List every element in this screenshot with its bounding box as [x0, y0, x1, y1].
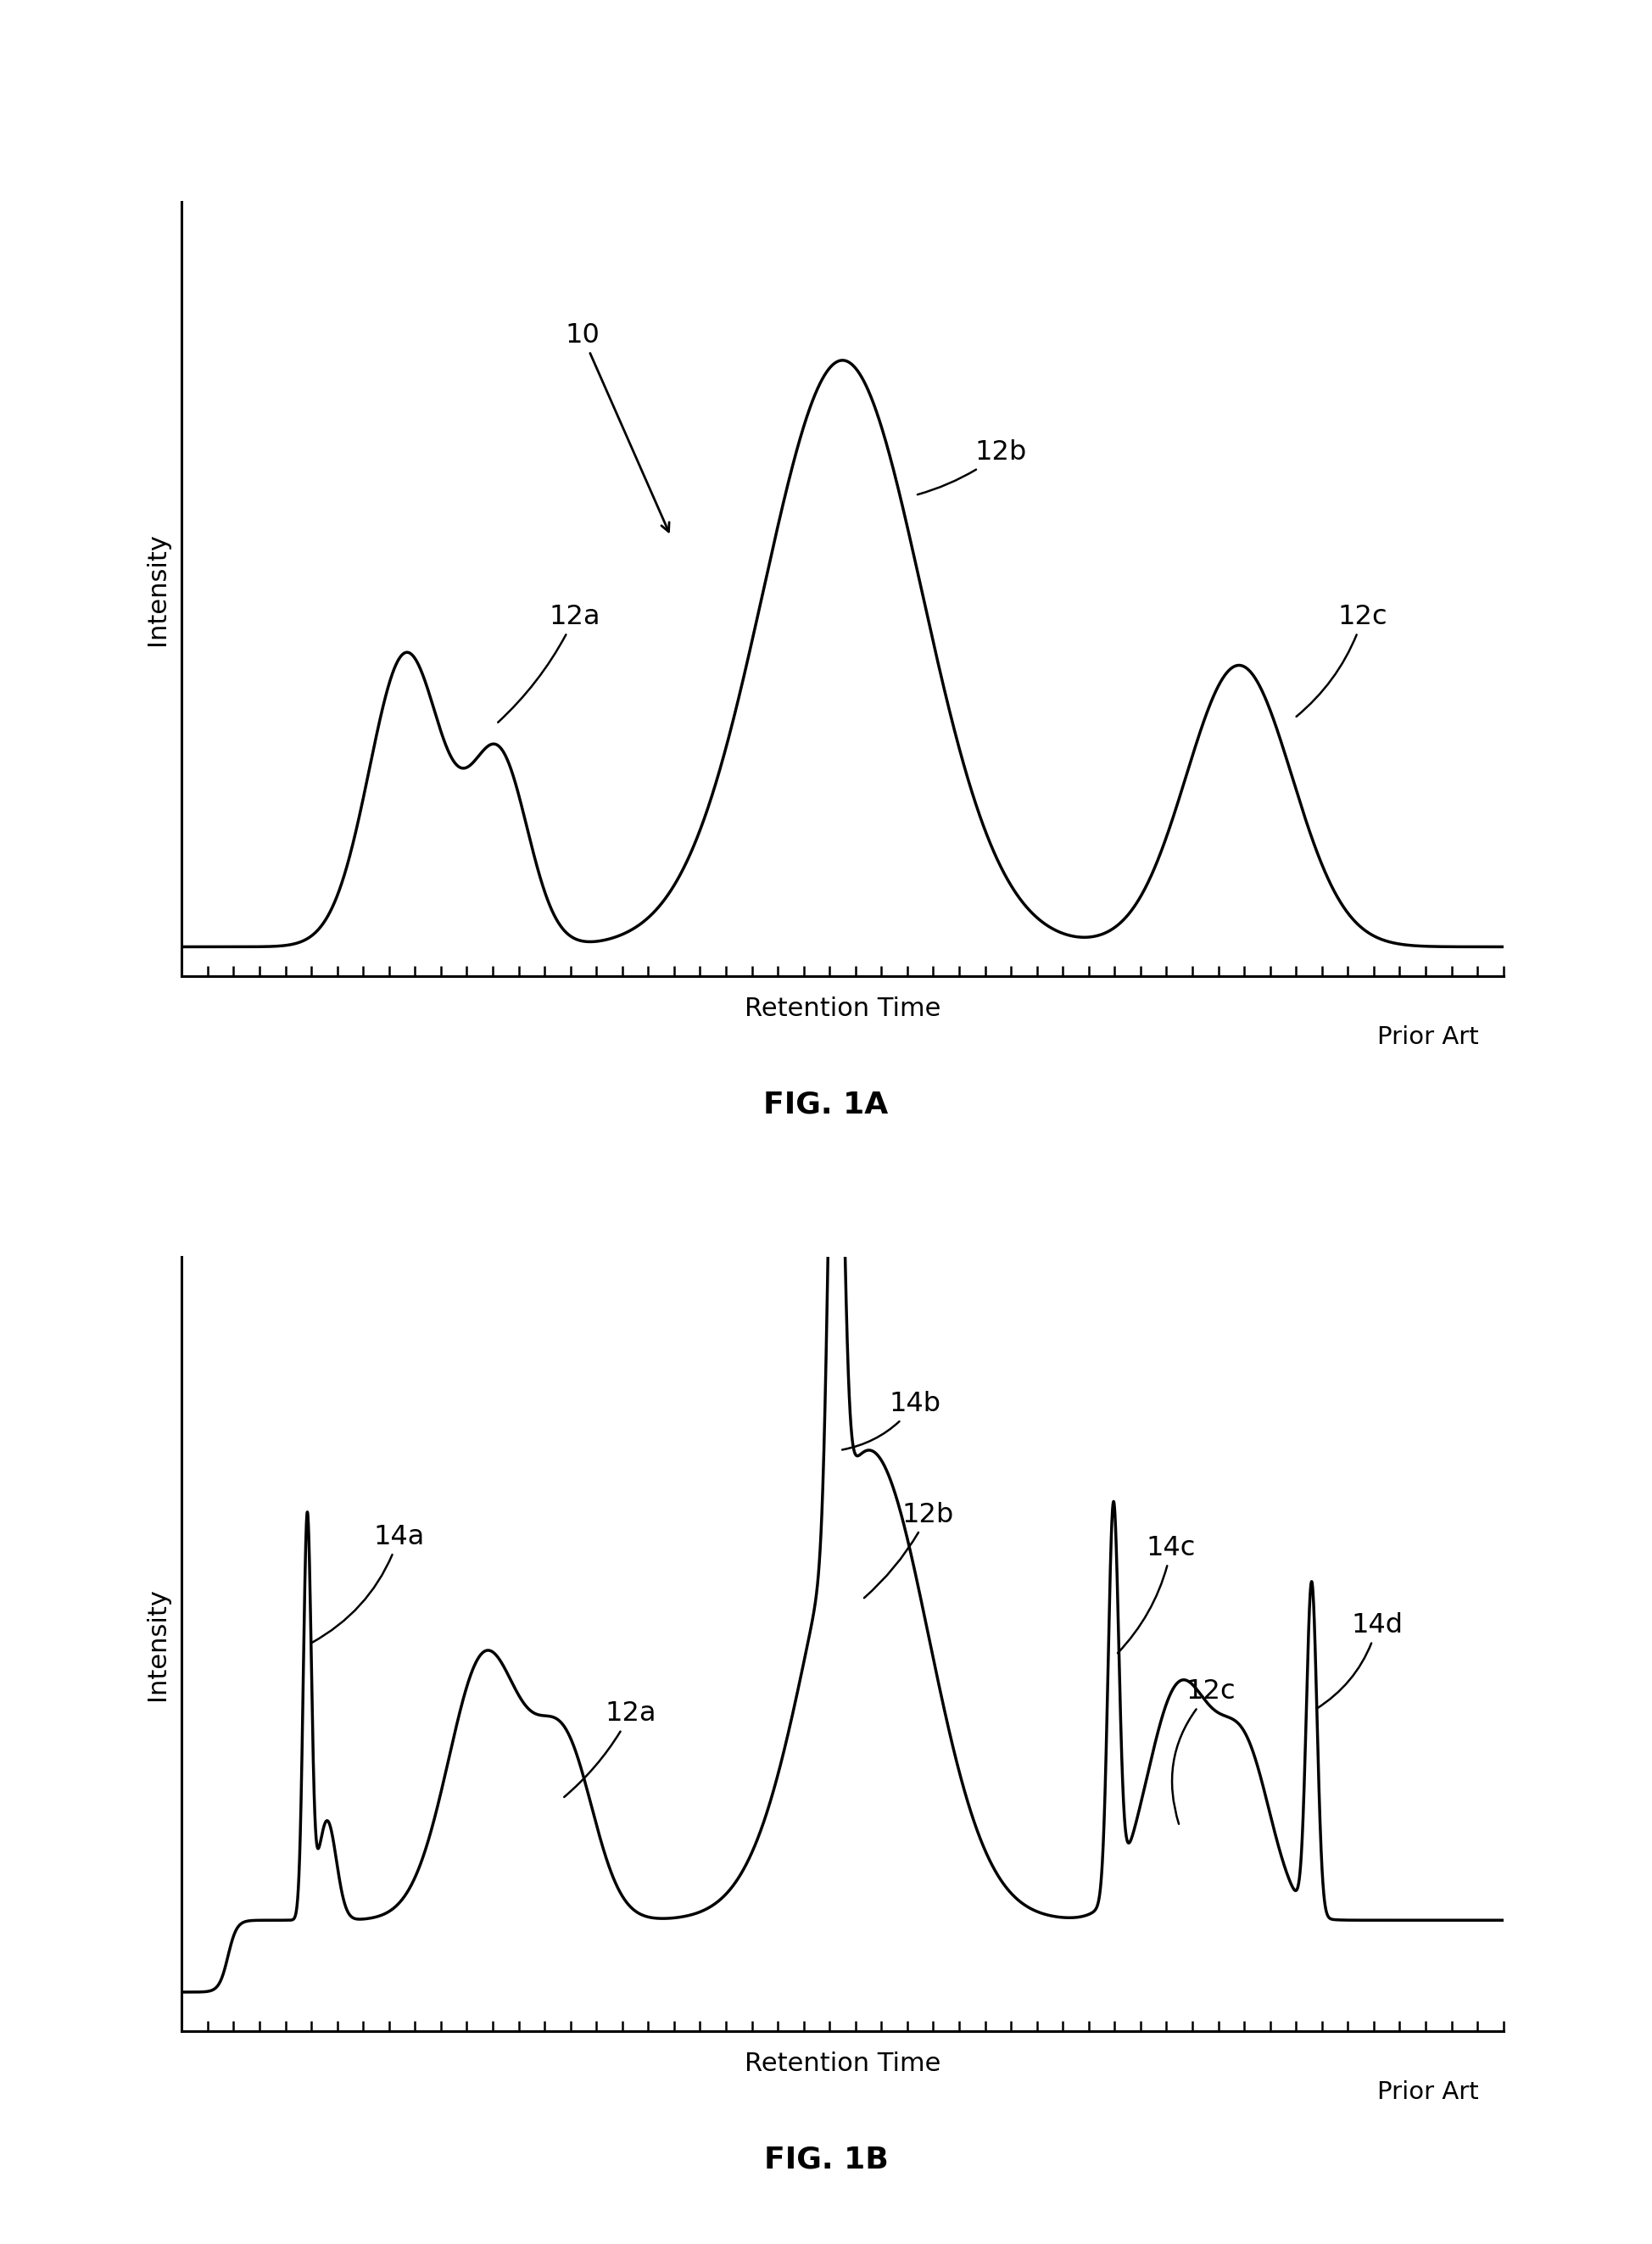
Text: 12b: 12b [864, 1501, 953, 1598]
Y-axis label: Intensity: Intensity [145, 1587, 170, 1701]
Text: 14d: 14d [1317, 1613, 1403, 1710]
Text: 12c: 12c [1297, 604, 1388, 716]
Text: 14a: 14a [312, 1524, 425, 1643]
Text: 14c: 14c [1118, 1535, 1196, 1654]
Text: Prior Art: Prior Art [1378, 2080, 1479, 2105]
Text: 12a: 12a [497, 604, 600, 723]
Text: FIG. 1A: FIG. 1A [763, 1091, 889, 1120]
Text: FIG. 1B: FIG. 1B [763, 2145, 889, 2174]
Text: 12a: 12a [563, 1701, 656, 1797]
Text: 10: 10 [565, 323, 669, 532]
Y-axis label: Intensity: Intensity [145, 532, 170, 646]
Text: 12b: 12b [917, 440, 1026, 494]
X-axis label: Retention Time: Retention Time [745, 2051, 940, 2076]
Text: 12c: 12c [1171, 1679, 1236, 1824]
Text: 14b: 14b [843, 1391, 940, 1450]
X-axis label: Retention Time: Retention Time [745, 996, 940, 1021]
Text: Prior Art: Prior Art [1378, 1026, 1479, 1050]
